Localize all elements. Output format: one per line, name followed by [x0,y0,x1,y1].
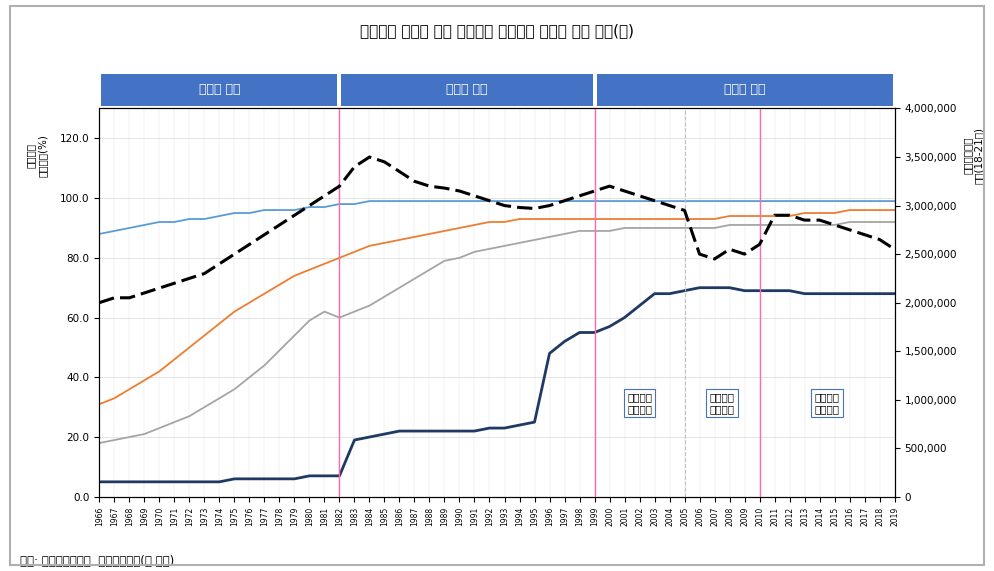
중학교 [559,216,571,223]
중학교 [633,216,645,223]
초등학교 [409,198,420,204]
취학적령인구 [544,202,556,209]
고등교육 [93,478,105,485]
Line: 중학교: 중학교 [99,210,895,404]
초등학교 [229,210,241,216]
취학적령인구 [574,192,585,199]
고등학교 [229,386,241,393]
초등학교 [93,231,105,238]
Text: 구조개혁
정책모색: 구조개혁 정책모색 [627,392,652,414]
중학교 [889,207,901,214]
Y-axis label: 대학취학적령
인구(18-21세): 대학취학적령 인구(18-21세) [962,127,984,184]
Text: 엘리트 단계: 엘리트 단계 [199,83,241,96]
고등학교 [633,224,645,231]
Text: 구조개혁
정책추진: 구조개혁 정책추진 [815,392,840,414]
취학적령인구 [889,246,901,252]
초등학교 [574,198,585,204]
Line: 고등학교: 고등학교 [99,222,895,443]
초등학교 [364,198,376,204]
고등교육 [529,419,541,425]
취학적령인구 [588,187,600,194]
중학교 [574,216,585,223]
초등학교 [648,198,660,204]
취학적령인구 [93,299,105,306]
중학교 [229,308,241,315]
취학적령인구 [364,154,376,160]
Line: 취학적령인구: 취학적령인구 [99,157,895,303]
고등학교 [93,440,105,447]
Line: 고등교육: 고등교육 [99,288,895,482]
Text: 고등교육 보편화 시기 고등교육 구조개혁 정책사 시기 구분(안): 고등교육 보편화 시기 고등교육 구조개혁 정책사 시기 구분(안) [360,23,634,38]
고등교육 [229,476,241,482]
Line: 초등학교: 초등학교 [99,201,895,234]
고등교육 [633,302,645,309]
고등학교 [394,284,406,291]
중학교 [529,216,541,223]
취학적령인구 [409,178,420,184]
Text: 보편화 단계: 보편화 단계 [724,83,765,96]
취학적령인구 [648,197,660,204]
고등교육 [694,284,706,291]
초등학교 [588,198,600,204]
고등교육 [559,338,571,345]
고등학교 [559,231,571,238]
고등학교 [574,227,585,234]
초등학교 [889,198,901,204]
Text: 대중화 단계: 대중화 단계 [446,83,488,96]
고등학교 [844,219,856,226]
초등학교 [544,198,556,204]
중학교 [844,207,856,214]
Y-axis label: 학교급별
순취학률(%): 학교급별 순취학률(%) [26,134,48,176]
고등교육 [574,329,585,336]
중학교 [93,401,105,408]
취학적령인구 [229,251,241,258]
고등학교 [529,236,541,243]
Text: 출처: 한국교육개발원. 교육통계연보(각 연도): 출처: 한국교육개발원. 교육통계연보(각 연도) [20,555,174,568]
중학교 [394,236,406,243]
고등교육 [889,290,901,297]
고등교육 [394,428,406,435]
고등학교 [889,219,901,226]
Text: 구조개혁
정책수립: 구조개혁 정책수립 [710,392,735,414]
